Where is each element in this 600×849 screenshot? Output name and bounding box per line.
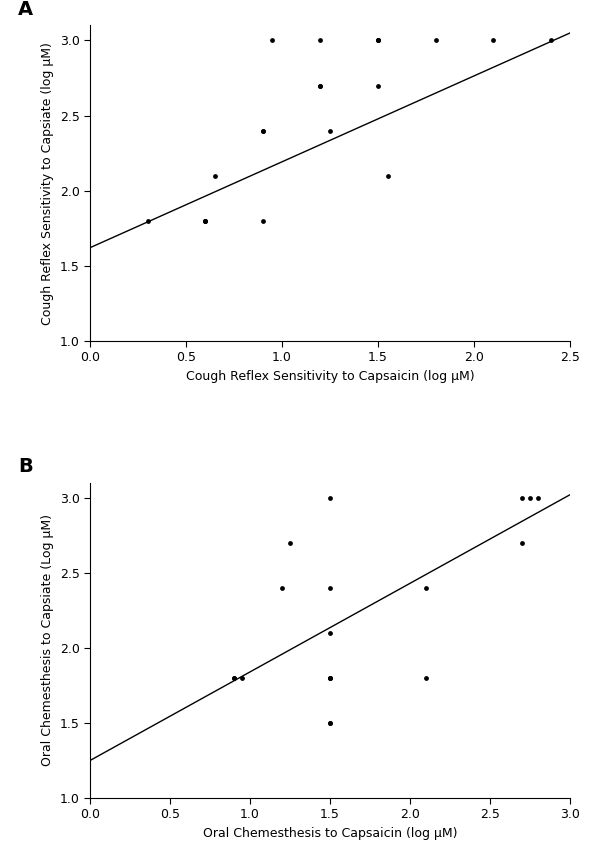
Point <box>517 536 527 549</box>
Y-axis label: Cough Reflex Sensitivity to Capsiate (log μM): Cough Reflex Sensitivity to Capsiate (lo… <box>41 42 54 324</box>
Point <box>373 34 383 48</box>
Point <box>258 214 268 228</box>
X-axis label: Cough Reflex Sensitivity to Capsaicin (log μM): Cough Reflex Sensitivity to Capsaicin (l… <box>185 370 475 383</box>
Point <box>258 124 268 138</box>
Point <box>325 672 335 685</box>
Point <box>373 34 383 48</box>
Point <box>325 124 335 138</box>
Point <box>373 79 383 93</box>
Point <box>143 214 152 228</box>
Point <box>237 672 247 685</box>
Point <box>325 672 335 685</box>
Point <box>285 536 295 549</box>
Point <box>258 124 268 138</box>
Point <box>210 169 220 183</box>
Point <box>325 717 335 730</box>
Point <box>316 79 325 93</box>
Point <box>533 491 543 504</box>
X-axis label: Oral Chemesthesis to Capsaicin (log μM): Oral Chemesthesis to Capsaicin (log μM) <box>203 827 457 840</box>
Point <box>421 672 431 685</box>
Point <box>200 214 210 228</box>
Point <box>525 491 535 504</box>
Point <box>316 79 325 93</box>
Point <box>316 34 325 48</box>
Point <box>325 491 335 504</box>
Point <box>373 34 383 48</box>
Point <box>431 34 440 48</box>
Y-axis label: Oral Chemesthesis to Capsiate (Log μM): Oral Chemesthesis to Capsiate (Log μM) <box>41 514 54 767</box>
Text: B: B <box>18 458 33 476</box>
Point <box>421 581 431 594</box>
Text: A: A <box>18 0 33 20</box>
Point <box>325 626 335 639</box>
Point <box>277 581 287 594</box>
Point <box>517 491 527 504</box>
Point <box>268 34 277 48</box>
Point <box>325 672 335 685</box>
Point <box>325 717 335 730</box>
Point <box>383 169 392 183</box>
Point <box>325 581 335 594</box>
Point <box>229 672 239 685</box>
Point <box>200 214 210 228</box>
Point <box>546 34 556 48</box>
Point <box>200 214 210 228</box>
Point <box>488 34 498 48</box>
Point <box>229 672 239 685</box>
